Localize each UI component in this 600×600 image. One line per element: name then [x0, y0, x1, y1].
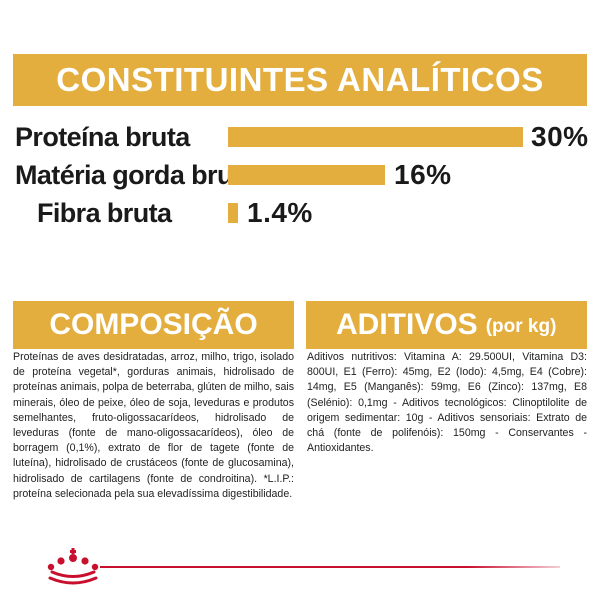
composition-text: Proteínas de aves desidratadas, arroz, m… [13, 351, 294, 500]
analytical-row-protein: Proteína bruta 30% [0, 121, 600, 153]
analytical-bar [228, 165, 385, 185]
analytical-bar [228, 203, 238, 223]
analytical-row-fiber: Fibra bruta 1.4% [0, 197, 600, 229]
footer-divider [100, 566, 560, 568]
additives-title: ADITIVOS [336, 308, 478, 341]
analytical-label: Fibra bruta [37, 198, 172, 228]
analytical-row-fat: Matéria gorda bruta 16% [0, 159, 600, 191]
additives-header: ADITIVOS (por kg) [306, 301, 587, 349]
analytical-label: Proteína bruta [15, 122, 190, 152]
crown-icon [47, 548, 99, 585]
additives-unit: (por kg) [485, 316, 557, 337]
analytical-label: Matéria gorda bruta [15, 160, 256, 190]
analytical-title: CONSTITUINTES ANALÍTICOS [13, 54, 587, 106]
analytical-value: 30% [531, 121, 589, 152]
analytical-value: 16% [394, 159, 452, 190]
additives-text: Aditivos nutritivos: Vitamina A: 29.500U… [307, 351, 587, 455]
composition-title: COMPOSIÇÃO [13, 301, 294, 349]
analytical-value: 1.4% [247, 197, 313, 228]
analytical-bar [228, 127, 523, 147]
